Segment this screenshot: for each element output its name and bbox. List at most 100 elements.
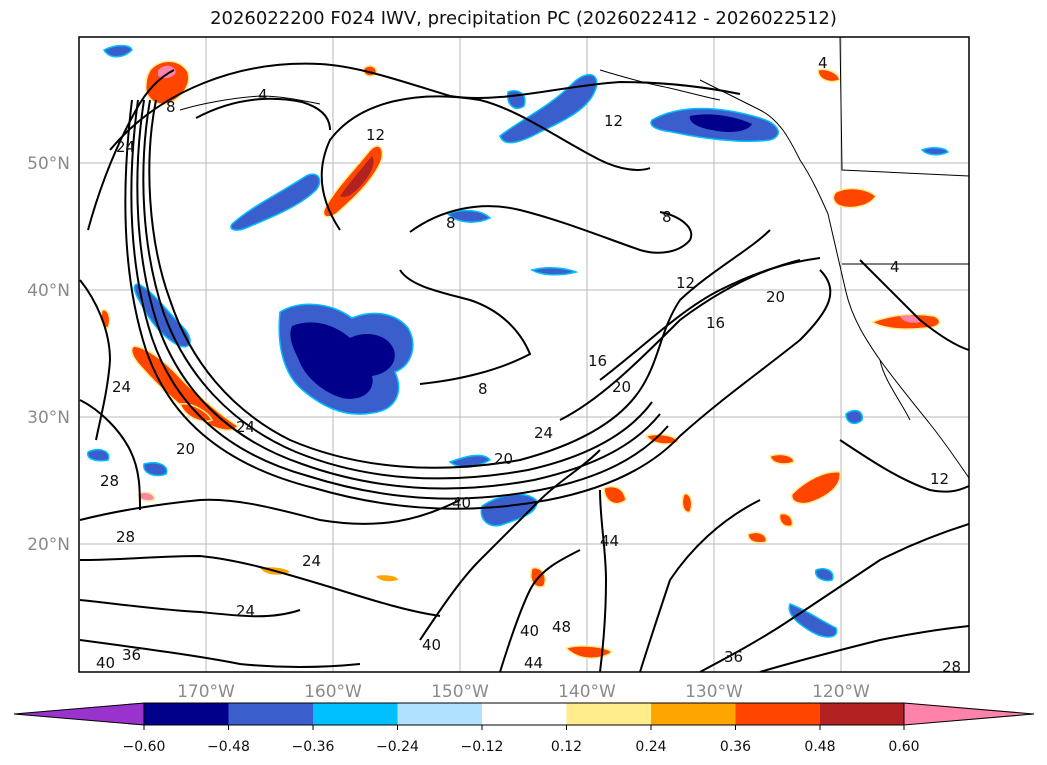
- red-patch-baja: [778, 512, 794, 528]
- contour-label: 16: [706, 314, 725, 332]
- pink-core-northwest: [158, 65, 176, 79]
- iwv-contours: [79, 62, 969, 672]
- contour-label: 20: [494, 450, 513, 468]
- contour-label: 12: [930, 470, 949, 488]
- lat-label: 30°N: [27, 408, 70, 428]
- contour-label: 4: [890, 258, 900, 276]
- contour-label: 12: [366, 126, 385, 144]
- contour-label: 36: [122, 646, 141, 664]
- contour-label: 24: [112, 378, 131, 396]
- colorbar-swatch: [397, 703, 482, 725]
- lon-label: 130°W: [685, 682, 743, 702]
- longitude-labels: 170°W 160°W 150°W 140°W 130°W 120°W: [177, 682, 870, 702]
- colorbar: −0.60 −0.48 −0.36 −0.24 −0.12 0.12 0.24 …: [13, 702, 1035, 755]
- colorbar-swatch: [313, 703, 398, 725]
- colorbar-tick-label: −0.60: [123, 739, 166, 755]
- contour-label: 16: [588, 352, 607, 370]
- contour-label: 40: [520, 622, 539, 640]
- pink-core-california: [900, 315, 920, 323]
- darkred-core-aleutian: [340, 156, 374, 198]
- contour-label: 40: [96, 654, 115, 672]
- dark-patch-central-pacific: [290, 322, 395, 399]
- blue-patch-tropics-b: [815, 568, 834, 582]
- red-patch-tropics-g: [747, 531, 767, 544]
- contour-label: 24: [302, 552, 321, 570]
- colorbar-tick-label: −0.24: [376, 739, 419, 755]
- colorbar-swatch: [820, 703, 904, 725]
- contour-label: 8: [166, 98, 176, 116]
- lat-label: 50°N: [27, 154, 70, 174]
- dark-patch-alaska: [689, 114, 752, 132]
- lat-label: 40°N: [27, 281, 70, 301]
- contour-label: 12: [676, 274, 695, 292]
- contour-label: 20: [612, 378, 631, 396]
- contour-label: 24: [116, 138, 135, 156]
- contour-label: 40: [422, 636, 441, 654]
- map-title: 2026022200 F024 IWV, precipitation PC (2…: [210, 8, 837, 29]
- lat-label: 20°N: [27, 535, 70, 555]
- red-patch-tropics-b: [603, 485, 627, 505]
- blue-patch-mid-b: [530, 267, 579, 276]
- contour-label: 28: [116, 528, 135, 546]
- lon-label: 170°W: [177, 682, 235, 702]
- map-frame: [78, 36, 970, 673]
- contour-label: 44: [600, 532, 619, 550]
- contour-label: 24: [236, 602, 255, 620]
- blue-patch-west: [133, 283, 191, 348]
- orange-patch-tropics-i: [376, 575, 398, 582]
- blue-patch-north: [499, 74, 598, 144]
- colorbar-tick-label: −0.36: [292, 739, 335, 755]
- colorbar-tick-label: 0.12: [551, 739, 582, 755]
- colorbar-swatch: [228, 703, 313, 725]
- contour-label: 28: [942, 658, 961, 676]
- colorbar-swatch: [566, 703, 651, 725]
- contour-label: 4: [818, 54, 828, 72]
- blue-patch-nw-corner: [102, 44, 133, 58]
- negative-anomaly-patches: [87, 44, 950, 638]
- blue-patch-ne: [920, 147, 950, 156]
- colorbar-tick-label: −0.12: [461, 739, 504, 755]
- colorbar-tick-label: 0.60: [888, 739, 919, 755]
- colorbar-tick-label: −0.48: [207, 739, 250, 755]
- contour-label: 20: [176, 440, 195, 458]
- colorbar-tick-label: 0.36: [720, 739, 751, 755]
- contour-label: 24: [236, 418, 255, 436]
- contour-label: 44: [524, 654, 543, 672]
- blue-patch-northwest: [230, 173, 321, 231]
- map-field: 4 4 12 12 8 8 8 12 16 20 16 20 24 24 20 …: [79, 37, 969, 676]
- blue-patch-mid-a: [446, 209, 492, 223]
- lon-label: 140°W: [558, 682, 616, 702]
- red-patch-california: [870, 313, 941, 330]
- contour-labels: 4 4 12 12 8 8 8 12 16 20 16 20 24 24 20 …: [96, 54, 961, 676]
- colorbar-swatch: [735, 703, 820, 725]
- latitude-labels: 50°N 40°N 30°N 20°N: [27, 154, 70, 555]
- red-patch-pacific-nw: [832, 187, 877, 209]
- blue-patch-north-b: [507, 90, 526, 110]
- colorbar-low-extend: [13, 702, 145, 726]
- colorbar-swatch: [482, 703, 567, 725]
- contour-label: 40: [452, 494, 471, 512]
- red-patch-northwest: [144, 60, 190, 105]
- lon-label: 150°W: [431, 682, 489, 702]
- contour-label: 20: [766, 288, 785, 306]
- graticule: [79, 37, 969, 672]
- contour-label: 8: [446, 214, 456, 232]
- contour-label: 36: [724, 648, 743, 666]
- colorbar-tick-label: 0.24: [635, 739, 666, 755]
- lon-label: 120°W: [812, 682, 870, 702]
- blue-patch-southwest-a: [143, 462, 168, 477]
- contour-label: 28: [100, 472, 119, 490]
- contour-label: 4: [258, 86, 268, 104]
- lon-label: 160°W: [304, 682, 362, 702]
- red-patch-tropics-e: [681, 493, 693, 513]
- contour-label: 24: [534, 424, 553, 442]
- colorbar-tick-label: 0.48: [804, 739, 835, 755]
- blue-patch-southwest-b: [87, 448, 110, 462]
- blue-patch-baja: [845, 409, 863, 425]
- contour-label: 8: [478, 380, 488, 398]
- red-patch-tropics-d: [564, 645, 614, 659]
- red-patch-mexico: [791, 471, 841, 505]
- colorbar-swatch: [651, 703, 736, 725]
- contour-label: 48: [552, 618, 571, 636]
